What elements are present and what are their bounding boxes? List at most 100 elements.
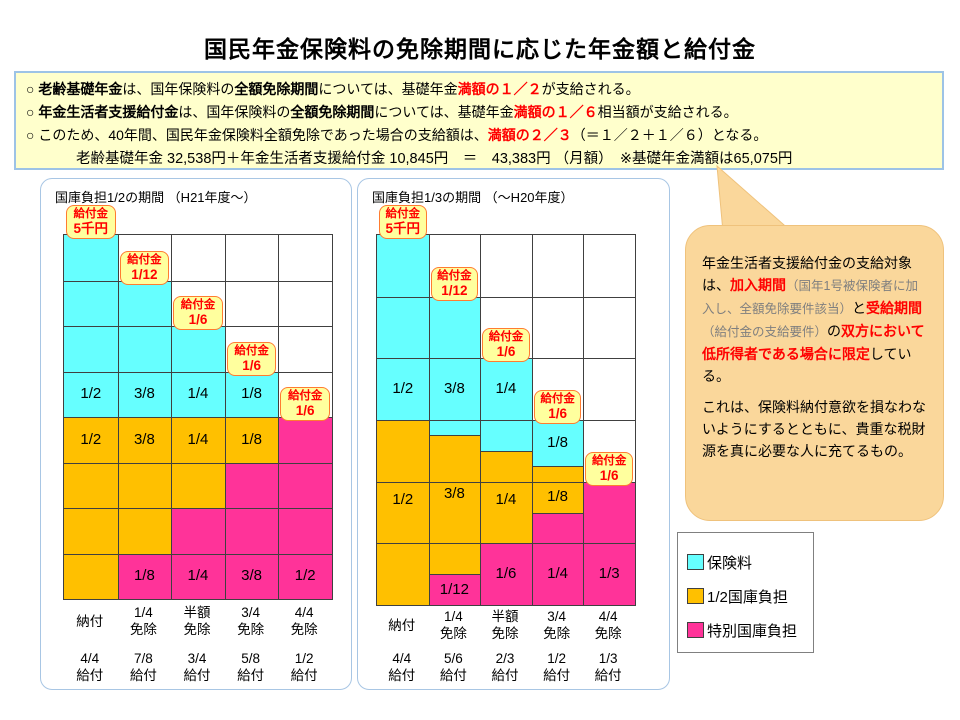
- text-segment: については、基礎年金: [374, 104, 514, 120]
- text-segment: 満額の１／６: [513, 104, 598, 120]
- x-axis-label-line: 3/4: [241, 605, 260, 620]
- benefit-label: 3/4 給付: [170, 649, 224, 685]
- text-segment: 全額免除期間: [234, 81, 319, 97]
- benefit-badge: 給付金 1/6: [173, 296, 223, 330]
- text-segment: は、国年保険料の: [122, 81, 235, 97]
- bar-segment: [480, 450, 532, 544]
- benefit-label: 1/3 給付: [582, 649, 634, 685]
- benefit-badge: 給付金 1/6: [585, 451, 633, 486]
- bar-segment: [480, 543, 532, 605]
- segment-label: 1/3: [598, 565, 620, 583]
- benefit-badge-line2: 1/6: [599, 467, 619, 483]
- benefit-label: 4/4 給付: [63, 649, 117, 685]
- segment-label: 1/8: [547, 434, 569, 452]
- segment-label: 1/2: [294, 567, 316, 585]
- benefit-badge: 給付金 1/6: [482, 328, 530, 363]
- benefit-label: 1/2 給付: [277, 649, 331, 685]
- text-segment: 年金生活者支援給付金の支給対象は、: [702, 255, 912, 293]
- benefit-badge-line1: 給付金: [385, 208, 421, 220]
- bar-segment: [480, 358, 532, 451]
- benefit-label-row: 4/4 給付 5/6 給付 2/3 給付 1/2 給付 1/3 給付: [376, 649, 634, 685]
- grid-line-v: [480, 235, 482, 605]
- bar-segment: [377, 420, 429, 605]
- benefit-label-line: 給付: [439, 668, 467, 683]
- x-axis-label-line: 免除: [290, 622, 318, 637]
- x-axis-label: 半額 免除: [479, 607, 531, 643]
- grid-line-h: [64, 508, 332, 509]
- benefit-badge: 給付金 5千円: [66, 205, 116, 239]
- segment-label: 1/8: [241, 430, 263, 448]
- segment-label: 1/2: [80, 430, 102, 448]
- benefit-badge-line2: 5千円: [73, 221, 109, 236]
- benefit-label: 5/8 給付: [224, 649, 278, 685]
- legend-swatch: [687, 622, 704, 638]
- text-segment: 年金生活者支援給付金: [38, 104, 179, 120]
- x-axis-label-line: 免除: [439, 626, 467, 641]
- info-box: ○ 老齢基礎年金は、国年保険料の全額免除期間については、基礎年金満額の１／２が支…: [14, 71, 944, 170]
- callout-paragraph-2: これは、保険料納付意欲を損なわないようにするとともに、貴重な税財源を真に必要な人…: [702, 396, 927, 462]
- bar-segment: [428, 574, 481, 605]
- benefit-label-line: 給付: [594, 668, 622, 683]
- bar-segment: [117, 553, 172, 599]
- grid-line-h: [64, 553, 332, 555]
- grid-line-v: [224, 235, 226, 599]
- text-segment: 満額の２／３: [487, 127, 572, 143]
- bar-segment: [428, 296, 481, 436]
- segment-label: 3/8: [443, 380, 465, 398]
- segment-label: 1/2: [392, 380, 414, 398]
- benefit-badge-line2: 1/12: [131, 266, 158, 282]
- grid-line-v: [583, 235, 585, 605]
- benefit-badge-line1: 給付金: [488, 331, 524, 344]
- benefit-label-line: 4/4: [392, 651, 412, 666]
- legend-item: 1/2国庫負担: [687, 579, 813, 613]
- bar-segment: [117, 280, 172, 417]
- x-axis-label-line: 半額: [491, 609, 519, 624]
- benefit-label-line: 5/8: [241, 651, 260, 666]
- legend-label: 保険料: [707, 554, 753, 572]
- benefit-label: 5/6 給付: [428, 649, 480, 685]
- benefit-badge: 給付金 1/6: [280, 387, 330, 421]
- legend-label: 特別国庫負担: [707, 622, 798, 640]
- chart-panel-left: 国庫負担1/2の期間 （H21年度～） 1/2 1/2 3/8 3/8 1/8 1/4 1/…: [40, 178, 352, 690]
- legend: 保険料 1/2国庫負担特別国庫負担: [677, 532, 814, 653]
- text-segment: 全額免除期間: [290, 104, 375, 120]
- formula-line: 老齢基礎年金 32,538円＋年金生活者支援給付金 10,845円 ＝ 43,3…: [76, 151, 793, 167]
- text-segment: が支給される。: [541, 81, 640, 97]
- benefit-badge-line1: 給付金: [437, 269, 472, 282]
- bar-segment: [428, 435, 481, 575]
- benefit-badge-line2: 1/6: [295, 403, 315, 418]
- x-axis-label: 3/4 免除: [531, 607, 583, 643]
- bar-segment: [377, 235, 429, 420]
- chart-title-left: 国庫負担1/2の期間 （H21年度～）: [55, 190, 257, 205]
- grid-line-v: [428, 235, 430, 605]
- x-axis-label: 納付: [376, 607, 428, 643]
- chart-panel-right: 国庫負担1/3の期間 （～H20年度） 1/2 1/2 3/8 3/8 1/12 1/4 1…: [357, 178, 670, 690]
- text-segment: 満額の１／２: [457, 81, 542, 97]
- benefit-label: 2/3 給付: [479, 649, 531, 685]
- text-segment: ○: [26, 104, 39, 120]
- text-segment: ○ このため、40年間、国民年金保険料全額免除であった場合の支給額は、: [26, 127, 488, 143]
- info-line-3: ○ このため、40年間、国民年金保険料全額免除であった場合の支給額は、満額の２／…: [26, 124, 932, 147]
- x-axis-label-line: 4/4: [598, 609, 618, 624]
- text-segment: している。: [702, 346, 912, 384]
- grid-line-h: [377, 481, 635, 483]
- text-segment: 加入期間: [730, 277, 786, 293]
- segment-label: 1/2: [392, 491, 414, 509]
- text-segment: と: [852, 300, 867, 316]
- benefit-label-line: 4/4: [80, 651, 100, 666]
- benefit-badge: 給付金 1/6: [226, 341, 277, 376]
- text-segment: （国年1号被保険者に加入し、全額免除要件該当）: [702, 279, 918, 316]
- segment-label: 1/4: [187, 430, 209, 448]
- page-title: 国民年金保険料の免除期間に応じた年金額と給付金: [204, 36, 756, 62]
- benefit-badge-line2: 1/12: [441, 282, 468, 298]
- benefit-label-line: 5/6: [444, 651, 463, 666]
- benefit-badge-line1: 給付金: [127, 253, 162, 266]
- benefit-badge-line1: 給付金: [234, 344, 269, 357]
- legend-swatch: [687, 588, 704, 604]
- benefit-label-line: 給付: [76, 668, 104, 683]
- benefit-label: 1/2 給付: [531, 649, 583, 685]
- benefit-label-line: 1/2: [547, 651, 566, 666]
- text-segment: については、基礎年金: [318, 81, 458, 97]
- benefit-label-line: 7/8: [134, 651, 153, 666]
